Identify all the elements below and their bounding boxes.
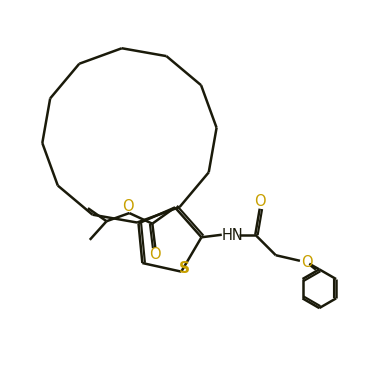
Text: O: O [149,247,161,262]
Text: O: O [122,199,133,214]
Text: O: O [302,255,313,270]
Text: HN: HN [221,228,243,243]
Text: O: O [254,195,266,210]
Text: S: S [179,261,190,276]
